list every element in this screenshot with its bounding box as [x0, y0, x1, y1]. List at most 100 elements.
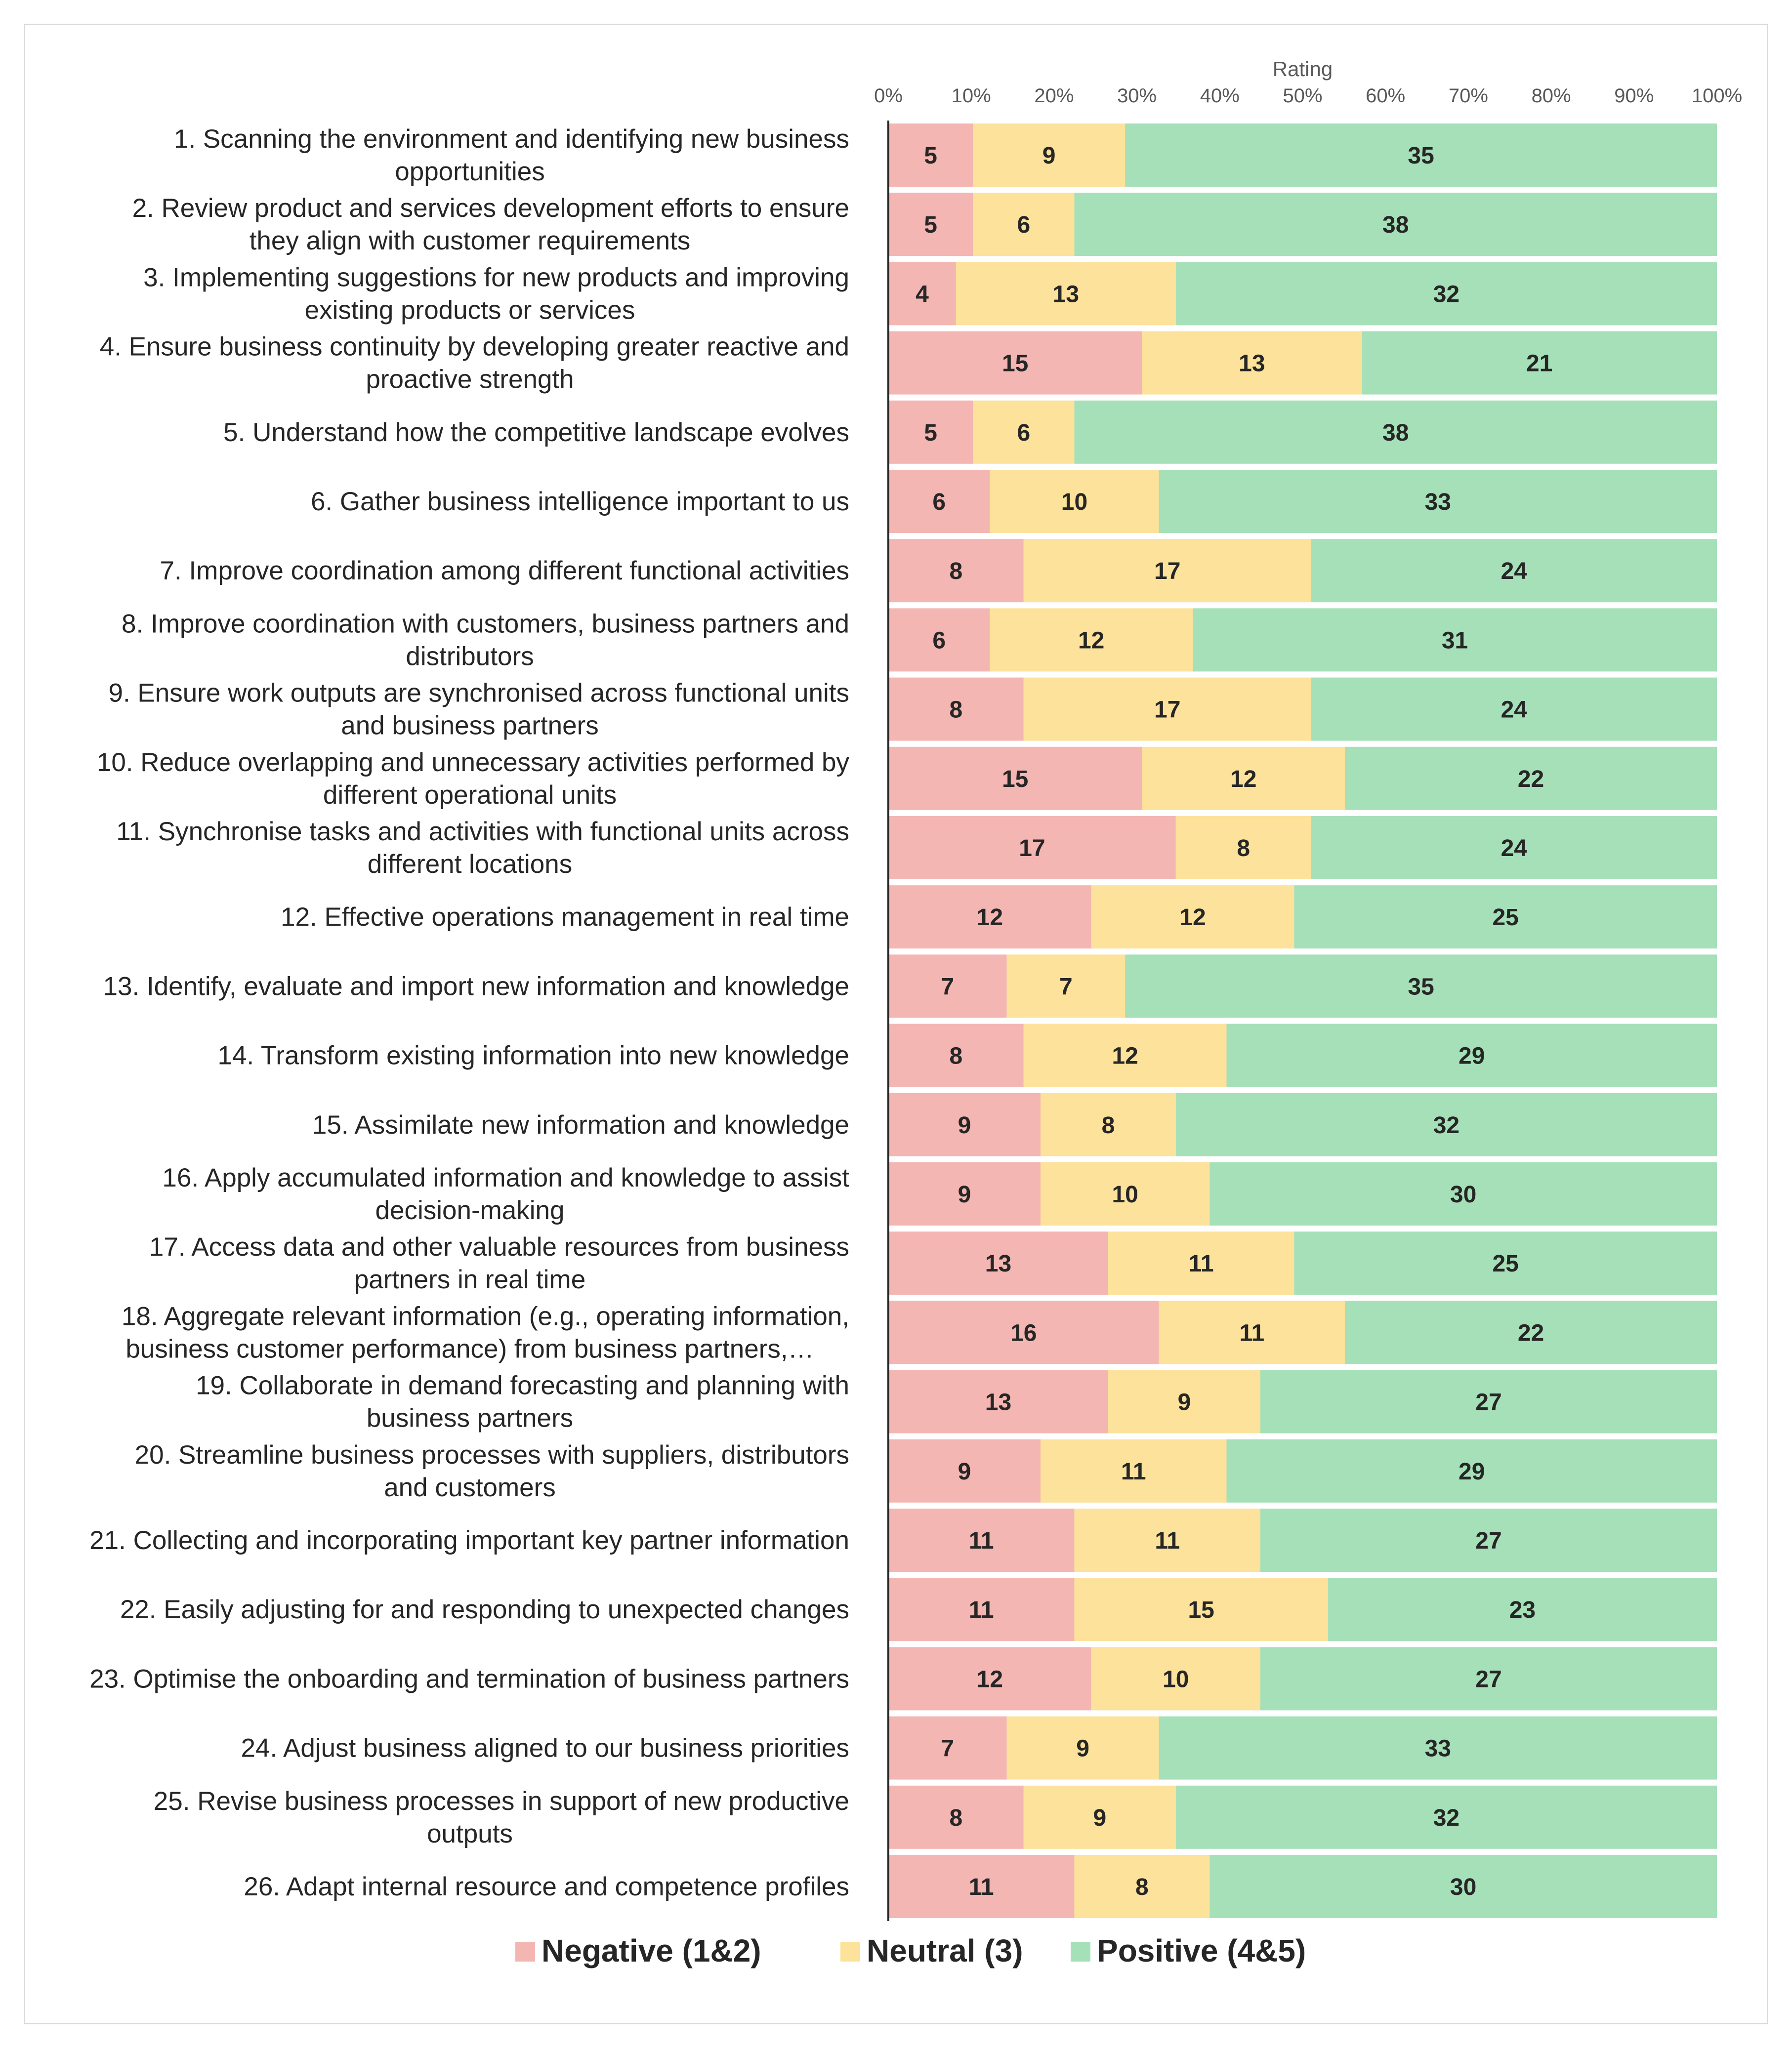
data-label: 9: [958, 1182, 971, 1208]
bar-segment-neutral: [1023, 677, 1311, 741]
x-axis-title: Rating: [1273, 57, 1333, 81]
x-tick-label: 30%: [1117, 85, 1157, 107]
bar-segment-negative: [888, 1162, 1041, 1226]
category-label: different locations: [368, 850, 572, 879]
data-label: 23: [1509, 1597, 1536, 1623]
bar-segment-positive: [1328, 1578, 1717, 1641]
x-tick-label: 0%: [874, 85, 903, 107]
bar-segment-positive: [1311, 539, 1717, 603]
category-label: 10. Reduce overlapping and unnecessary a…: [97, 748, 850, 777]
category-label: 21. Collecting and incorporating importa…: [89, 1526, 849, 1555]
data-label: 12: [1078, 627, 1104, 654]
bar-segment-neutral: [1041, 1439, 1227, 1503]
category-label: opportunities: [395, 157, 544, 186]
data-label: 9: [958, 1459, 971, 1485]
data-label: 8: [1102, 1112, 1115, 1139]
data-label: 24: [1501, 697, 1528, 723]
bar-segment-positive: [1294, 1231, 1717, 1295]
legend-label: Negative (1&2): [542, 1933, 761, 1968]
category-label: business customer performance) from busi…: [125, 1334, 814, 1363]
bar-segment-negative: [888, 1716, 1007, 1780]
bar-segment-positive: [1260, 1647, 1717, 1711]
data-label: 22: [1518, 766, 1544, 792]
bar-segment-negative: [888, 746, 1142, 810]
data-label: 32: [1433, 1805, 1459, 1831]
category-label: existing products or services: [305, 295, 635, 325]
bar-segment-positive: [1226, 1024, 1717, 1087]
x-tick-label: 20%: [1034, 85, 1074, 107]
bar-segment-neutral: [1175, 816, 1311, 879]
data-label: 17: [1154, 697, 1180, 723]
bar-segment-positive: [1226, 1439, 1717, 1503]
data-label: 35: [1408, 143, 1434, 169]
data-label: 12: [977, 904, 1003, 931]
bar-segment-neutral: [973, 400, 1075, 464]
data-label: 13: [985, 1251, 1011, 1277]
bar-segment-negative: [888, 1093, 1041, 1156]
data-label: 22: [1518, 1320, 1544, 1346]
data-label: 8: [1237, 835, 1250, 861]
data-label: 5: [924, 212, 937, 238]
category-label: 16. Apply accumulated information and kn…: [162, 1163, 849, 1192]
data-label: 24: [1501, 558, 1528, 584]
data-label: 8: [950, 1805, 963, 1831]
data-label: 25: [1492, 904, 1518, 931]
bar-segment-neutral: [990, 470, 1159, 533]
bar-segment-negative: [888, 1647, 1091, 1711]
x-tick-label: 40%: [1200, 85, 1240, 107]
category-label: different operational units: [323, 780, 617, 810]
bar-segment-neutral: [1142, 331, 1362, 395]
data-label: 11: [1239, 1320, 1264, 1346]
bar-segment-neutral: [1074, 1855, 1210, 1918]
category-label: and business partners: [341, 711, 599, 740]
bar-segment-neutral: [1023, 539, 1311, 603]
bar-segment-positive: [1159, 470, 1717, 533]
category-label: 22. Easily adjusting for and responding …: [120, 1595, 849, 1624]
category-label: 23. Optimise the onboarding and terminat…: [89, 1664, 849, 1693]
bar-segment-neutral: [1074, 1578, 1328, 1641]
data-label: 10: [1061, 489, 1087, 515]
bar-segment-negative: [888, 331, 1142, 395]
bar-segment-negative: [888, 470, 990, 533]
category-label: they align with customer requirements: [250, 226, 691, 255]
category-label: 8. Improve coordination with customers, …: [122, 609, 849, 638]
data-label: 9: [1093, 1805, 1106, 1831]
bar-segment-negative: [888, 885, 1091, 949]
bar-segment-positive: [1362, 331, 1717, 395]
bar-segment-neutral: [1091, 1647, 1260, 1711]
data-label: 30: [1450, 1182, 1476, 1208]
bar-segment-negative: [888, 1231, 1108, 1295]
bar-segment-positive: [1074, 400, 1717, 464]
bar-segment-neutral: [1108, 1370, 1260, 1434]
data-label: 17: [1154, 558, 1180, 584]
data-label: 11: [1155, 1528, 1180, 1554]
data-label: 9: [1076, 1736, 1089, 1762]
bar-segment-neutral: [1041, 1162, 1210, 1226]
data-label: 11: [969, 1528, 994, 1554]
data-label: 33: [1425, 1736, 1451, 1762]
data-label: 32: [1433, 281, 1459, 307]
bar-segment-negative: [888, 400, 973, 464]
bar-segment-positive: [1311, 816, 1717, 879]
bar-segment-positive: [1175, 1785, 1717, 1849]
category-label: 25. Revise business processes in support…: [154, 1787, 849, 1816]
x-tick-label: 50%: [1283, 85, 1322, 107]
category-label: 9. Ensure work outputs are synchronised …: [108, 679, 849, 708]
bar-segment-positive: [1209, 1855, 1717, 1918]
bar-segment-negative: [888, 1578, 1075, 1641]
data-label: 5: [924, 143, 937, 169]
category-label: 3. Implementing suggestions for new prod…: [143, 263, 849, 292]
legend-swatch: [515, 1942, 535, 1962]
bar-segment-negative: [888, 1785, 1024, 1849]
chart-frame: Rating 0% 10% 20% 30% 40% 50% 60% 70% 80% 90% 100% 5…: [24, 24, 1768, 2024]
bar-segment-positive: [1074, 193, 1717, 256]
data-label: 31: [1442, 627, 1468, 654]
legend-label: Neutral (3): [867, 1933, 1023, 1968]
bar-segment-neutral: [973, 193, 1075, 256]
bar-segment-negative: [888, 1439, 1041, 1503]
x-tick-label: 100%: [1692, 85, 1742, 107]
category-label: distributors: [406, 642, 534, 671]
data-label: 9: [958, 1112, 971, 1139]
category-label: 14. Transform existing information into …: [217, 1041, 849, 1070]
category-label: 24. Adjust business aligned to our busin…: [241, 1734, 850, 1763]
